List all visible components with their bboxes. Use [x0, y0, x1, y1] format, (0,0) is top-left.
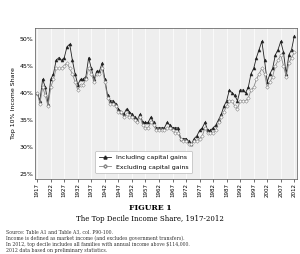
Text: Source: Table A1 and Table A3, col. P90-100.
Income is defined as market income : Source: Table A1 and Table A3, col. P90-… [6, 230, 190, 252]
Legend: Including capital gains, Excluding capital gains: Including capital gains, Excluding capit… [95, 151, 192, 173]
Including capital gains [292, 35, 296, 38]
Excluding capital gains [146, 126, 150, 129]
Excluding capital gains [292, 51, 296, 54]
Excluding capital gains [35, 91, 39, 94]
Including capital gains [70, 59, 74, 62]
Including capital gains [165, 121, 169, 124]
Excluding capital gains [70, 72, 74, 75]
Including capital gains [173, 126, 177, 129]
Including capital gains [190, 142, 193, 146]
Excluding capital gains [173, 132, 177, 135]
Line: Including capital gains: Including capital gains [36, 35, 296, 146]
Text: FIGURE 1: FIGURE 1 [129, 204, 171, 212]
Including capital gains [274, 53, 277, 56]
Including capital gains [35, 91, 39, 94]
Excluding capital gains [165, 126, 169, 129]
Excluding capital gains [274, 64, 277, 67]
Line: Excluding capital gains: Excluding capital gains [36, 51, 296, 145]
Including capital gains [146, 121, 150, 124]
Text: The Top Decile Income Share, 1917-2012: The Top Decile Income Share, 1917-2012 [76, 215, 224, 223]
Y-axis label: Top 10% Income Share: Top 10% Income Share [11, 68, 16, 139]
Including capital gains [109, 99, 112, 102]
Excluding capital gains [109, 102, 112, 105]
Excluding capital gains [187, 142, 190, 146]
